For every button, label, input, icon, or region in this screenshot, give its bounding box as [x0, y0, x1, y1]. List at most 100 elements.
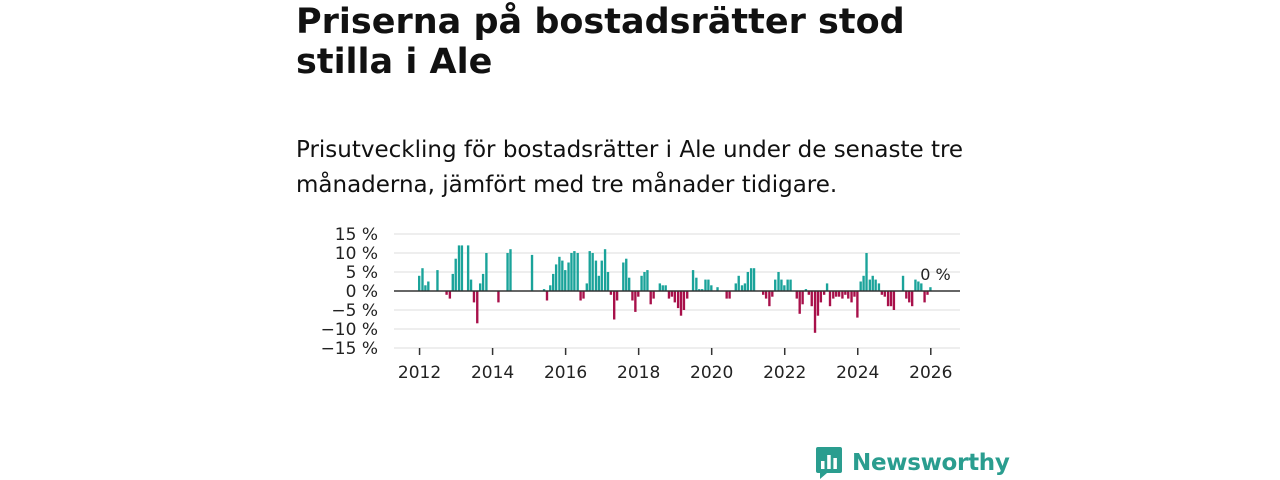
bar-positive	[780, 279, 783, 291]
bar-positive	[597, 275, 601, 291]
bar-positive	[485, 253, 488, 291]
bar-negative	[832, 291, 835, 299]
bar-positive	[585, 283, 588, 291]
bar-positive	[622, 262, 625, 291]
bar-negative	[880, 291, 884, 295]
bar-positive	[643, 272, 646, 291]
bar-positive	[625, 258, 628, 291]
bar-positive	[734, 283, 737, 291]
bar-positive	[710, 285, 713, 291]
bar-negative	[652, 291, 655, 299]
bar-positive	[542, 289, 546, 291]
bar-positive	[783, 285, 786, 291]
newsworthy-brand: Newsworthy	[815, 446, 1010, 480]
bar-negative	[609, 291, 613, 295]
bar-negative	[841, 291, 844, 299]
y-tick-label: 5 %	[346, 263, 378, 283]
bar-positive	[454, 258, 457, 291]
bar-negative	[810, 291, 813, 307]
bar-positive	[871, 275, 874, 291]
bar-negative	[448, 291, 452, 299]
bar-negative	[819, 291, 823, 303]
bar-positive	[457, 245, 461, 291]
bar-positive	[478, 283, 482, 291]
bar-negative	[615, 291, 619, 301]
bar-negative	[813, 291, 817, 333]
bar-negative	[768, 291, 771, 307]
bar-positive	[606, 272, 610, 291]
bar-negative	[673, 291, 676, 303]
bar-negative	[828, 291, 832, 307]
bar-positive	[691, 270, 695, 291]
bar-negative	[771, 291, 774, 297]
bar-positive	[804, 289, 808, 291]
bar-negative	[892, 291, 896, 310]
bar-positive	[627, 277, 631, 291]
bar-negative	[889, 291, 893, 307]
y-tick-label: −15 %	[321, 339, 378, 359]
bar-positive	[914, 279, 917, 291]
bar-negative	[847, 291, 850, 299]
bar-positive	[746, 272, 750, 291]
bar-positive	[469, 279, 473, 291]
bar-positive	[418, 275, 421, 291]
bar-positive	[920, 283, 923, 291]
bar-positive	[588, 251, 591, 291]
bar-positive	[664, 285, 667, 291]
bar-positive	[752, 268, 756, 291]
bar-negative	[497, 291, 500, 303]
y-tick-label: −10 %	[321, 320, 378, 340]
bar-positive	[740, 285, 744, 291]
bar-positive	[558, 256, 561, 291]
bar-negative	[795, 291, 798, 299]
grid-lines	[394, 233, 960, 349]
bar-negative	[801, 291, 804, 305]
bar-positive	[743, 283, 747, 291]
bar-positive	[704, 279, 707, 291]
x-tick-label: 2020	[690, 363, 733, 383]
bar-positive	[865, 253, 868, 291]
page-title: Priserna på bostadsrätter stod stilla i …	[296, 2, 905, 82]
bar-positive	[789, 279, 792, 291]
y-tick-label: −5 %	[331, 301, 378, 321]
bars	[418, 245, 932, 333]
bar-positive	[859, 281, 862, 291]
bar-negative	[579, 291, 582, 301]
bar-positive	[451, 273, 454, 291]
bar-positive	[786, 279, 789, 291]
bar-negative	[725, 291, 728, 299]
bar-positive	[573, 251, 576, 291]
bar-positive	[427, 281, 430, 291]
bar-positive	[591, 253, 594, 291]
bar-positive	[436, 270, 439, 291]
bar-negative	[761, 291, 765, 295]
x-tick-label: 2024	[836, 363, 879, 383]
bar-negative	[649, 291, 652, 305]
bar-positive	[701, 289, 704, 291]
bar-positive	[603, 249, 607, 291]
bar-positive	[576, 253, 579, 291]
bar-positive	[600, 260, 603, 291]
bar-positive	[466, 245, 470, 291]
bar-positive	[929, 287, 932, 291]
bar-positive	[862, 275, 865, 291]
y-tick-label: 0 %	[346, 282, 378, 302]
bar-negative	[856, 291, 859, 318]
bar-negative	[835, 291, 838, 297]
bar-negative	[582, 291, 585, 299]
bar-negative	[910, 291, 914, 307]
bar-positive	[549, 285, 552, 291]
bar-negative	[686, 291, 689, 299]
bar-negative	[926, 291, 929, 295]
x-tick-label: 2022	[763, 363, 806, 383]
bar-negative	[637, 291, 640, 297]
bar-positive	[661, 285, 664, 291]
bar-negative	[634, 291, 637, 312]
bar-negative	[445, 291, 448, 295]
bar-positive	[777, 272, 780, 291]
y-tick-label: 15 %	[335, 225, 378, 245]
bar-positive	[716, 287, 719, 291]
bar-positive	[695, 277, 698, 291]
bar-negative	[670, 291, 674, 297]
bar-negative	[679, 291, 683, 316]
